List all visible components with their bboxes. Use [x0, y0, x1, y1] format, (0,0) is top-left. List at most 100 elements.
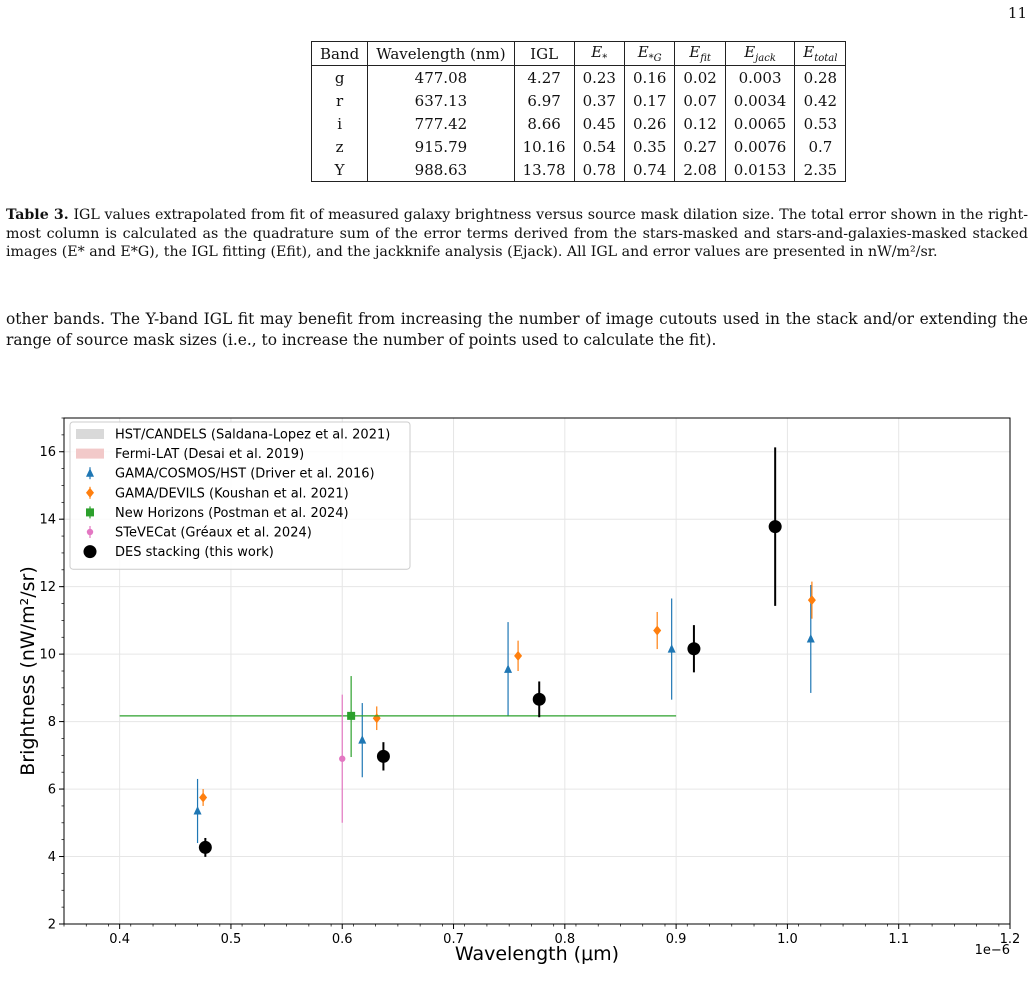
legend-marker	[86, 468, 94, 477]
data-point	[198, 840, 212, 854]
table-cell: 13.78	[513, 158, 575, 182]
data-point	[768, 520, 782, 534]
y-tick-label: 6	[48, 783, 56, 798]
table-cell: 10.16	[513, 135, 575, 158]
table-cell: 777.42	[367, 112, 515, 135]
table-cell: 8.66	[513, 112, 575, 135]
data-point	[667, 644, 676, 653]
table-cell: 0.003	[724, 65, 796, 89]
table-cell: g	[310, 65, 369, 89]
data-point	[339, 755, 346, 762]
table-row: i 777.42 8.66 0.45 0.26 0.12 0.0065 0.53	[310, 112, 847, 135]
legend-swatch	[76, 448, 104, 459]
table-cell: 0.23	[573, 65, 625, 89]
x-tick-label: 0.6	[332, 932, 353, 947]
table-cell: 0.35	[623, 135, 676, 158]
table-row: z 915.79 10.16 0.54 0.35 0.27 0.0076 0.7	[310, 135, 847, 158]
caption-text: IGL values extrapolated from fit of meas…	[6, 207, 1029, 261]
table-cell: 0.45	[573, 112, 625, 135]
legend-entry-label: STeVECat (Gréaux et al. 2024)	[115, 526, 312, 541]
table-cell: 0.28	[794, 65, 847, 89]
table-cell: 0.17	[623, 89, 676, 112]
data-point	[358, 735, 367, 744]
table-row: r 637.13 6.97 0.37 0.17 0.07 0.0034 0.42	[310, 89, 847, 112]
table-cell: 0.37	[573, 89, 625, 112]
x-tick-label: 1.0	[777, 932, 798, 947]
x-tick-label: 0.7	[443, 932, 464, 947]
header-e-fit: Efit	[674, 41, 726, 66]
legend-entry-label: HST/CANDELS (Saldana-Lopez et al. 2021)	[115, 428, 390, 443]
legend-entry-label: New Horizons (Postman et al. 2024)	[115, 506, 349, 521]
table-cell: 0.02	[674, 65, 726, 89]
table-cell: 0.26	[623, 112, 676, 135]
table-header-row: Band Wavelength (nm) IGL E* E*G Efit Eja…	[310, 41, 847, 66]
table-cell: 915.79	[367, 135, 515, 158]
data-point	[532, 692, 546, 706]
legend-entry-label: GAMA/DEVILS (Koushan et al. 2021)	[115, 486, 349, 501]
legend-entry-label: GAMA/COSMOS/HST (Driver et al. 2016)	[115, 467, 375, 482]
x-tick-label: 0.8	[554, 932, 575, 947]
data-point	[376, 749, 390, 763]
header-e-total: Etotal	[794, 41, 847, 66]
table-cell: 6.97	[513, 89, 575, 112]
y-tick-label: 10	[39, 648, 56, 663]
table-cell: 0.53	[794, 112, 847, 135]
x-axis-label: Wavelength (μm)	[455, 943, 619, 965]
x-tick-label: 0.5	[221, 932, 242, 947]
y-tick-label: 8	[48, 715, 56, 730]
table-cell: 477.08	[367, 65, 515, 89]
table-cell: 0.0153	[724, 158, 796, 182]
table-cell: 0.0065	[724, 112, 796, 135]
table-cell: 4.27	[513, 65, 575, 89]
header-wavelength: Wavelength (nm)	[367, 41, 515, 66]
data-point	[199, 792, 208, 803]
x-tick-label: 1.2	[1000, 932, 1021, 947]
legend-box	[69, 421, 411, 570]
table-cell: r	[310, 89, 369, 112]
y-tick-label: 4	[48, 850, 56, 865]
y-tick-label: 14	[39, 513, 56, 528]
igl-brightness-chart: 0.4 0.5 0.6 0.7 0.8 0.9 1.0 1.1 1.2246810121416 …	[17, 417, 1021, 965]
table-cell: 0.16	[623, 65, 676, 89]
data-point	[806, 633, 815, 643]
legend-marker	[86, 508, 94, 517]
header-band: Band	[310, 41, 369, 66]
table-cell: z	[310, 135, 369, 158]
y-tick-label: 16	[39, 445, 56, 460]
legend-marker	[83, 545, 97, 559]
header-e-star-g: E*G	[623, 41, 676, 66]
table-row: g 477.08 4.27 0.23 0.16 0.02 0.003 0.28	[310, 65, 847, 89]
header-igl: IGL	[513, 41, 575, 66]
table-cell: 0.0034	[724, 89, 796, 112]
header-e-star: E*	[573, 41, 625, 66]
x-tick-label: 1.1	[888, 932, 909, 947]
table-cell: 0.0076	[724, 135, 796, 158]
table-cell: 0.54	[573, 135, 625, 158]
table-caption: Table 3. IGL values extrapolated from fi…	[6, 206, 1028, 262]
table-cell: 0.07	[674, 89, 726, 112]
x-tick-label: 0.9	[666, 932, 687, 947]
caption-label: Table 3.	[6, 207, 69, 223]
table-cell: 0.12	[674, 112, 726, 135]
table-cell: 0.42	[794, 89, 847, 112]
table-cell: 0.74	[623, 158, 676, 182]
header-e-jack: Ejack	[724, 41, 796, 66]
legend-marker	[86, 487, 94, 498]
x-tick-label: 0.4	[109, 932, 130, 947]
legend-entry-label: Fermi-LAT (Desai et al. 2019)	[115, 447, 304, 462]
page-number: 11	[1007, 4, 1027, 22]
table-cell: 0.27	[674, 135, 726, 158]
table-cell: 0.78	[573, 158, 625, 182]
y-axis-label: Brightness (nW/m²/sr)	[17, 566, 39, 776]
y-tick-label: 2	[48, 918, 56, 933]
igl-values-table: Band Wavelength (nm) IGL E* E*G Efit Eja…	[310, 41, 847, 182]
table-row: Y 988.63 13.78 0.78 0.74 2.08 0.0153 2.35	[310, 158, 847, 182]
data-point	[687, 642, 701, 656]
table-cell: 988.63	[367, 158, 515, 182]
table-cell: 637.13	[367, 89, 515, 112]
legend-entry-label: DES stacking (this work)	[115, 545, 274, 560]
y-tick-label: 12	[39, 580, 56, 595]
data-point	[514, 650, 523, 661]
data-point	[193, 805, 202, 815]
table-cell: 2.35	[794, 158, 847, 182]
